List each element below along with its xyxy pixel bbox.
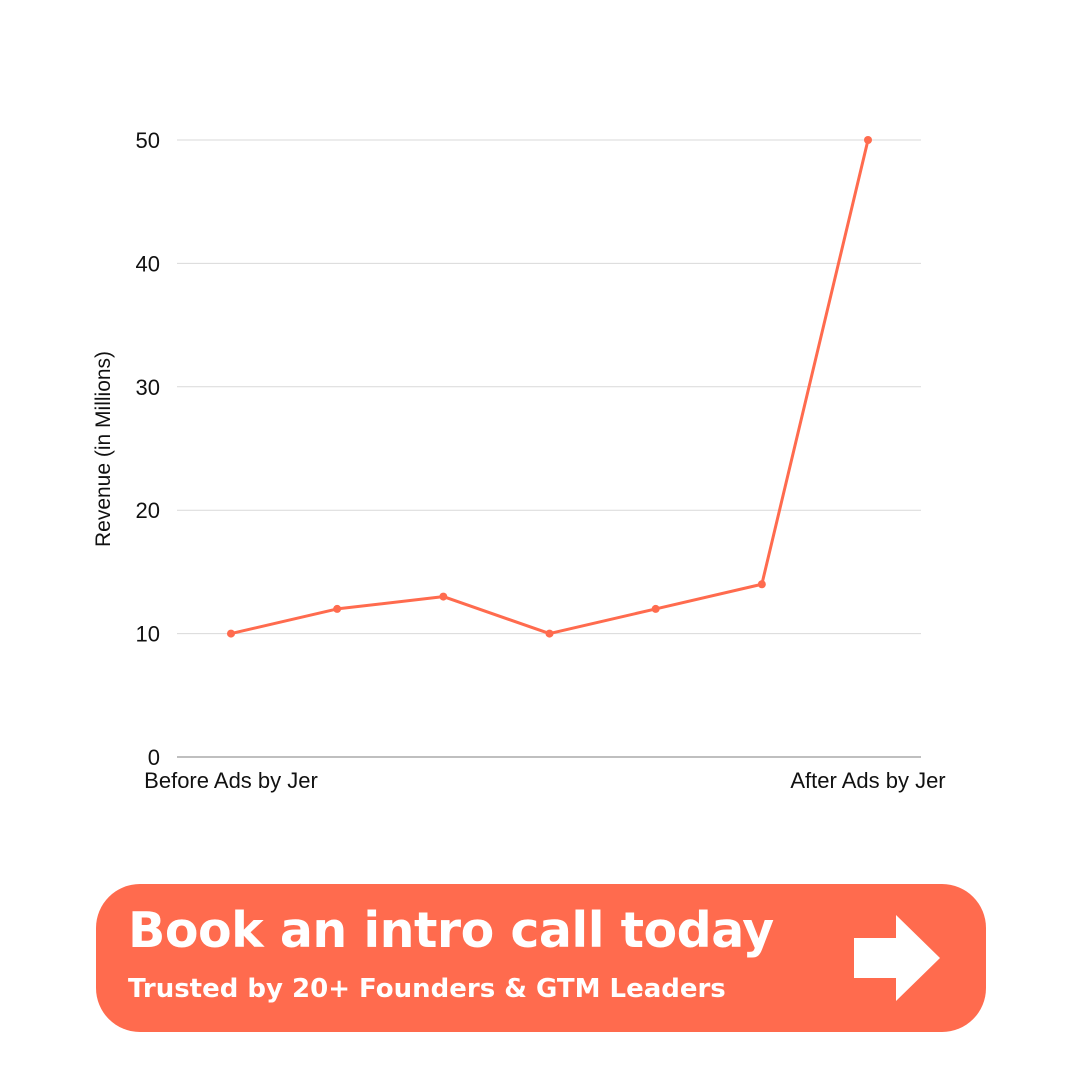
y-tick-label: 40 xyxy=(136,251,160,276)
cta-subtitle: Trusted by 20+ Founders & GTM Leaders xyxy=(128,974,726,1004)
y-tick-label: 20 xyxy=(136,498,160,523)
data-point xyxy=(545,629,554,638)
arrow-right-icon xyxy=(854,915,940,1001)
y-axis-title: Revenue (in Millions) xyxy=(92,351,115,547)
y-tick-label: 10 xyxy=(136,622,160,647)
data-point xyxy=(651,604,660,613)
book-intro-call-button[interactable]: Book an intro call today Trusted by 20+ … xyxy=(96,884,986,1032)
y-tick-label: 0 xyxy=(148,745,160,770)
y-tick-label: 30 xyxy=(136,375,160,400)
y-tick-label: 50 xyxy=(136,128,160,153)
cta-title: Book an intro call today xyxy=(128,902,774,959)
x-tick-label: Before Ads by Jer xyxy=(144,768,318,793)
data-point xyxy=(864,136,872,144)
data-point xyxy=(333,604,342,613)
data-point xyxy=(439,592,448,601)
x-tick-label: After Ads by Jer xyxy=(790,768,945,793)
y-tick-labels: 0 10 20 30 40 50 xyxy=(136,128,160,770)
revenue-line-chart: 0 10 20 30 40 50 Before Ads by Jer After Ads b… xyxy=(92,128,946,793)
grid-lines xyxy=(177,139,921,635)
data-points xyxy=(227,136,872,638)
data-point xyxy=(757,580,766,589)
data-point xyxy=(227,629,235,638)
x-tick-labels: Before Ads by Jer After Ads by Jer xyxy=(144,768,945,793)
